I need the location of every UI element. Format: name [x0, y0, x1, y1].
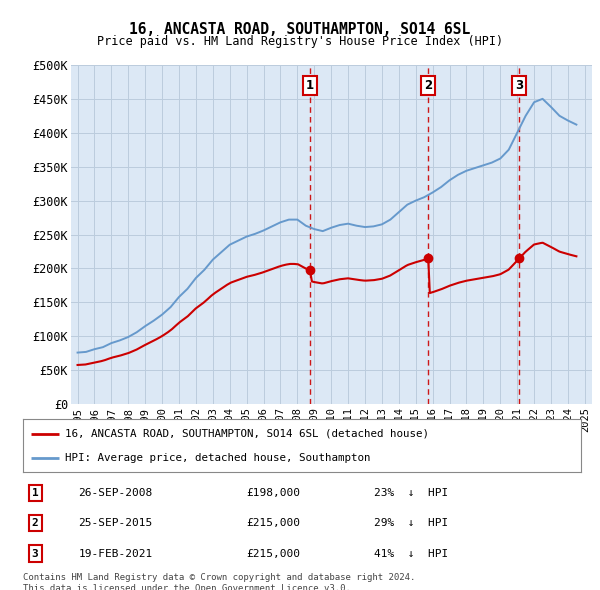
Text: £215,000: £215,000 — [246, 518, 300, 527]
Text: £215,000: £215,000 — [246, 549, 300, 559]
Text: 2: 2 — [424, 78, 433, 92]
Text: HPI: Average price, detached house, Southampton: HPI: Average price, detached house, Sout… — [65, 453, 370, 463]
Text: 2: 2 — [32, 518, 38, 527]
Text: 1: 1 — [32, 488, 38, 498]
Text: 29%  ↓  HPI: 29% ↓ HPI — [374, 518, 449, 527]
Text: 23%  ↓  HPI: 23% ↓ HPI — [374, 488, 449, 498]
Text: 16, ANCASTA ROAD, SOUTHAMPTON, SO14 6SL (detached house): 16, ANCASTA ROAD, SOUTHAMPTON, SO14 6SL … — [65, 429, 428, 439]
Text: Contains HM Land Registry data © Crown copyright and database right 2024.
This d: Contains HM Land Registry data © Crown c… — [23, 573, 415, 590]
Text: 16, ANCASTA ROAD, SOUTHAMPTON, SO14 6SL: 16, ANCASTA ROAD, SOUTHAMPTON, SO14 6SL — [130, 22, 470, 37]
Text: £198,000: £198,000 — [246, 488, 300, 498]
Text: 41%  ↓  HPI: 41% ↓ HPI — [374, 549, 449, 559]
Text: 26-SEP-2008: 26-SEP-2008 — [79, 488, 153, 498]
Text: 3: 3 — [515, 78, 523, 92]
Text: 3: 3 — [32, 549, 38, 559]
Text: 1: 1 — [306, 78, 314, 92]
Text: Price paid vs. HM Land Registry's House Price Index (HPI): Price paid vs. HM Land Registry's House … — [97, 35, 503, 48]
Text: 25-SEP-2015: 25-SEP-2015 — [79, 518, 153, 527]
Text: 19-FEB-2021: 19-FEB-2021 — [79, 549, 153, 559]
